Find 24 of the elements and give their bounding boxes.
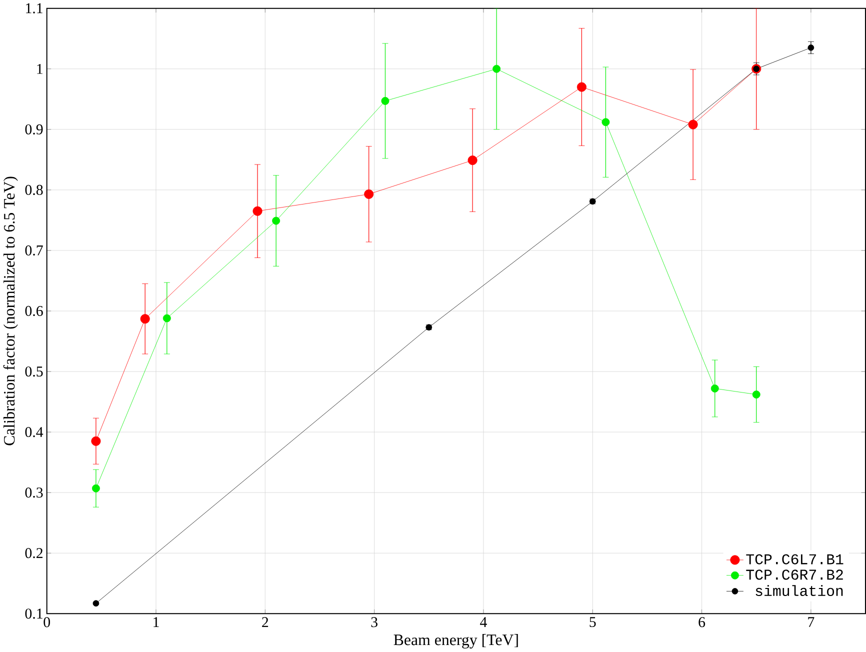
x-tick-label: 2 bbox=[262, 617, 268, 628]
y-tick-label: 0.7 bbox=[25, 245, 43, 256]
y-tick-label: 0.2 bbox=[25, 548, 43, 558]
x-tick-label: 6 bbox=[698, 617, 706, 628]
x-axis-title: Beam energy [TeV] bbox=[394, 634, 518, 649]
y-tick-label: 0.6 bbox=[25, 306, 43, 316]
y-tick-label: 0.9 bbox=[25, 124, 43, 135]
y-tick-label: 1 bbox=[37, 64, 42, 74]
x-tick-label: 5 bbox=[590, 617, 596, 628]
y-tick-label: 0.8 bbox=[25, 184, 43, 196]
y-tick-label: 0.3 bbox=[25, 488, 43, 498]
y-tick-label: 1.1 bbox=[26, 3, 42, 14]
legend-label: simulation bbox=[756, 585, 843, 596]
y-axis-title: Calibration factor (normalized to 6.5 TeV) bbox=[3, 176, 18, 446]
legend-label: TCP.C6L7.B1 bbox=[746, 554, 844, 564]
x-tick-label: 7 bbox=[808, 617, 814, 628]
x-tick-label: 0 bbox=[44, 617, 50, 628]
x-tick-label: 4 bbox=[480, 617, 487, 628]
y-tick-label: 0.5 bbox=[25, 366, 43, 377]
x-tick-label: 3 bbox=[371, 617, 378, 628]
y-tick-label: 0.1 bbox=[25, 608, 42, 619]
x-tick-label: 1 bbox=[154, 617, 159, 628]
legend-label: TCP.C6R7.B2 bbox=[746, 570, 843, 580]
y-tick-label: 0.4 bbox=[25, 427, 44, 438]
